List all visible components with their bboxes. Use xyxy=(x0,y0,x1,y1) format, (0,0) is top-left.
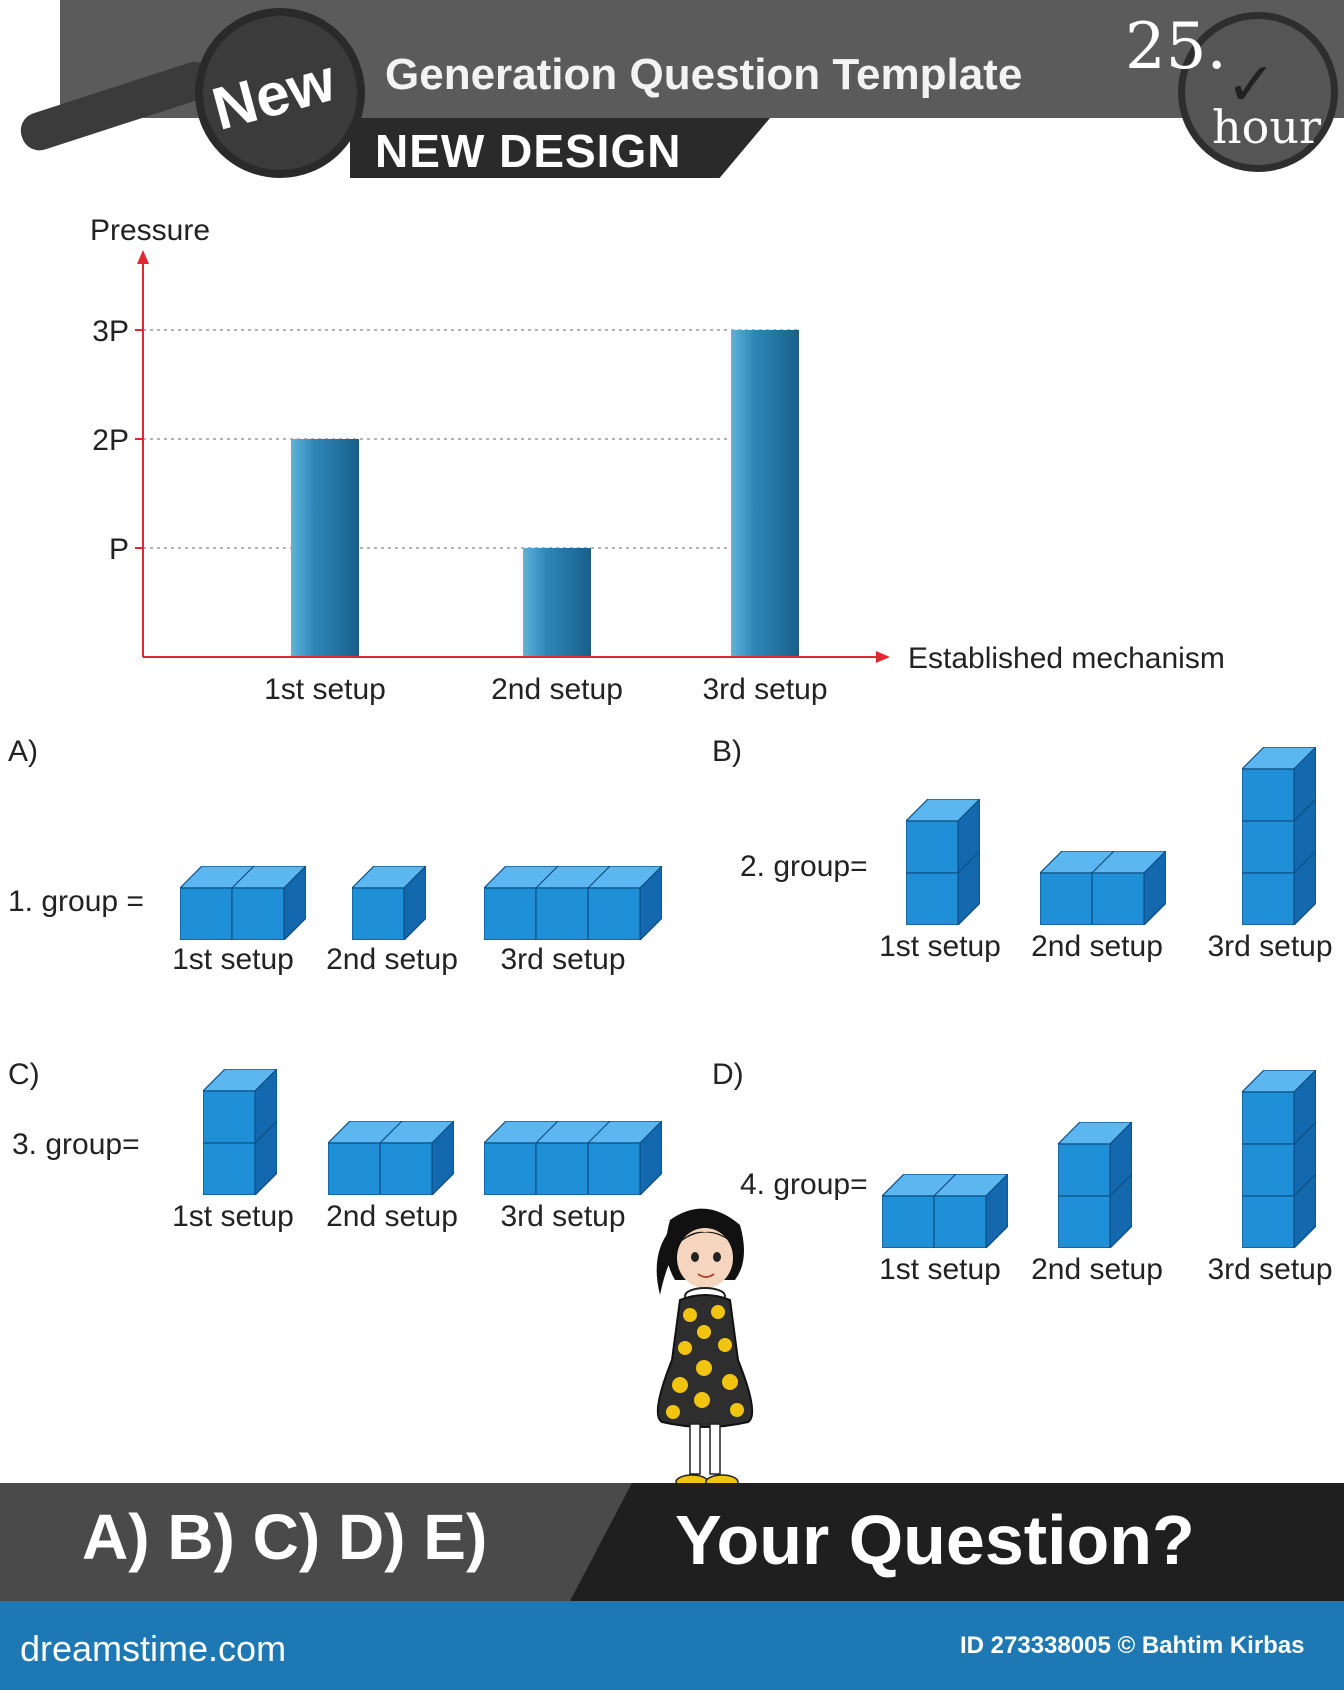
setup-label: 1st setup xyxy=(879,930,1001,963)
pressure-bar-chart: P 2P 3P 1st setup 2nd setup 3rd setup Pressur… xyxy=(90,214,1225,706)
setup-label: 2nd setup xyxy=(1031,1253,1163,1286)
image-credit: ID 273338005 © Bahtim Kirbas xyxy=(960,1632,1305,1659)
x-tick-label: 1st setup xyxy=(264,673,386,706)
option-letter: C) xyxy=(8,1058,40,1091)
page-title: Generation Question Template xyxy=(385,50,1023,99)
cube-stack xyxy=(482,1119,664,1200)
cube-stack xyxy=(904,797,982,930)
cube-icon xyxy=(1240,1068,1318,1250)
setup-label: 2nd setup xyxy=(1031,930,1163,963)
footer-question-panel xyxy=(570,1483,1344,1601)
bar-3 xyxy=(731,330,799,657)
group-label: 4. group= xyxy=(740,1168,868,1201)
header-subtitle-strip xyxy=(350,118,770,178)
cube-stack xyxy=(201,1067,279,1200)
cube-stack xyxy=(178,864,308,945)
cube-stack xyxy=(350,864,428,945)
x-tick-label: 2nd setup xyxy=(491,673,623,706)
cube-icon xyxy=(904,797,982,927)
cube-stack xyxy=(1240,1068,1318,1253)
checkmark-icon: ✓ xyxy=(1226,51,1277,118)
cube-stack xyxy=(1056,1120,1134,1253)
cube-icon xyxy=(1056,1120,1134,1250)
cube-stack xyxy=(1240,745,1318,930)
y-tick-label: 2P xyxy=(92,424,129,457)
time-unit: hour xyxy=(1212,100,1321,154)
x-tick-label: 3rd setup xyxy=(702,673,827,706)
y-tick-label: 3P xyxy=(92,315,129,348)
cube-stack xyxy=(880,1172,1010,1253)
group-label: 3. group= xyxy=(12,1128,140,1161)
question-number: 25. xyxy=(1125,10,1227,84)
setup-label: 2nd setup xyxy=(326,943,458,976)
footer-answers-panel xyxy=(0,1483,640,1601)
cube-icon xyxy=(482,864,664,942)
group-label: 2. group= xyxy=(740,850,868,883)
setup-label: 3rd setup xyxy=(1207,1253,1333,1286)
cube-stack xyxy=(326,1119,456,1200)
y-tick-label: P xyxy=(109,533,129,566)
setup-label: 3rd setup xyxy=(1207,930,1333,963)
y-axis-label: Pressure xyxy=(90,214,210,247)
y-axis-arrow-icon xyxy=(137,250,149,264)
girl-character-illustration xyxy=(656,1208,754,1490)
magnifier-icon xyxy=(195,8,365,178)
option-letter: D) xyxy=(712,1058,744,1091)
setup-label: 3rd setup xyxy=(500,1200,626,1233)
setup-label: 3rd setup xyxy=(500,943,626,976)
setup-label: 1st setup xyxy=(879,1253,1001,1286)
x-axis-arrow-icon xyxy=(876,651,890,663)
page-subtitle: NEW DESIGN xyxy=(375,125,682,177)
cube-icon xyxy=(201,1067,279,1197)
bar-2 xyxy=(523,548,591,657)
setup-label: 1st setup xyxy=(172,1200,294,1233)
option-letter: B) xyxy=(712,735,742,768)
setup-label: 2nd setup xyxy=(326,1200,458,1233)
setup-label: 1st setup xyxy=(172,943,294,976)
cube-icon xyxy=(482,1119,664,1197)
cube-stack xyxy=(1038,849,1168,930)
cube-icon xyxy=(178,864,308,942)
site-logo: dreamstime.com xyxy=(20,1628,287,1669)
bar-1 xyxy=(291,439,359,657)
cube-icon xyxy=(1240,745,1318,927)
question-prompt: Your Question? xyxy=(675,1501,1195,1579)
clock-icon xyxy=(1178,12,1338,172)
cube-stack xyxy=(482,864,664,945)
cube-icon xyxy=(350,864,428,942)
x-axis-label: Established mechanism xyxy=(908,642,1225,675)
option-letter: A) xyxy=(8,735,38,768)
answer-choices: A) B) C) D) E) xyxy=(82,1501,488,1573)
group-label: 1. group = xyxy=(8,885,144,918)
cube-icon xyxy=(1038,849,1168,927)
cube-icon xyxy=(326,1119,456,1197)
credit-bar xyxy=(0,1601,1344,1690)
cube-icon xyxy=(880,1172,1010,1250)
